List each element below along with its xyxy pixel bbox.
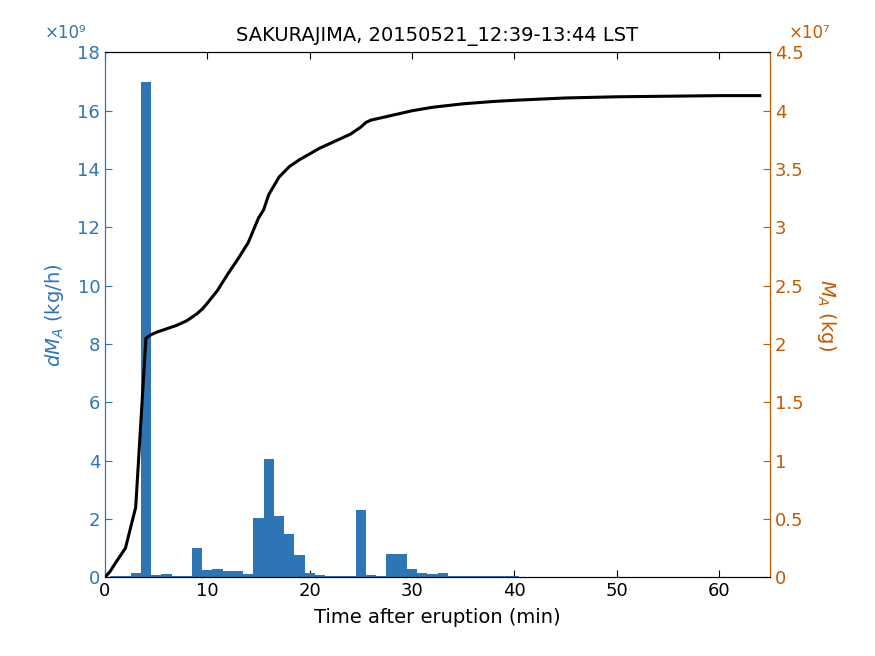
Bar [315,575,325,577]
Text: ×10⁷: ×10⁷ [788,24,829,42]
Bar [448,576,458,577]
Bar [417,573,427,577]
Bar [182,576,192,577]
Bar [294,556,304,577]
Bar [396,554,407,577]
Bar [325,576,335,577]
Bar [151,575,161,577]
Bar [499,576,509,577]
Bar [509,576,520,577]
Bar [335,576,346,577]
Bar [479,576,488,577]
Bar [458,576,468,577]
Bar [468,576,479,577]
Bar [222,571,233,577]
X-axis label: Time after eruption (min): Time after eruption (min) [314,609,561,628]
Bar [130,573,141,577]
Bar [284,533,294,577]
Bar [438,573,448,577]
Bar [488,576,499,577]
Bar [161,574,172,577]
Bar [192,548,202,577]
Bar [376,576,387,577]
Bar [202,570,213,577]
Bar [121,576,130,577]
Bar [233,571,243,577]
Bar [254,518,263,577]
Bar [355,510,366,577]
Bar [304,573,315,577]
Bar [274,516,284,577]
Bar [346,576,355,577]
Y-axis label: $M_A$ (kg): $M_A$ (kg) [815,279,837,351]
Bar [213,569,222,577]
Bar [427,575,438,577]
Bar [366,575,376,577]
Bar [407,569,417,577]
Bar [387,554,396,577]
Bar [172,576,182,577]
Title: SAKURAJIMA, 20150521_12:39-13:44 LST: SAKURAJIMA, 20150521_12:39-13:44 LST [236,28,639,47]
Text: ×10⁹: ×10⁹ [46,24,87,42]
Bar [243,575,254,577]
Bar [263,459,274,577]
Y-axis label: $dM_A$ (kg/h): $dM_A$ (kg/h) [43,263,66,367]
Bar [141,81,151,577]
